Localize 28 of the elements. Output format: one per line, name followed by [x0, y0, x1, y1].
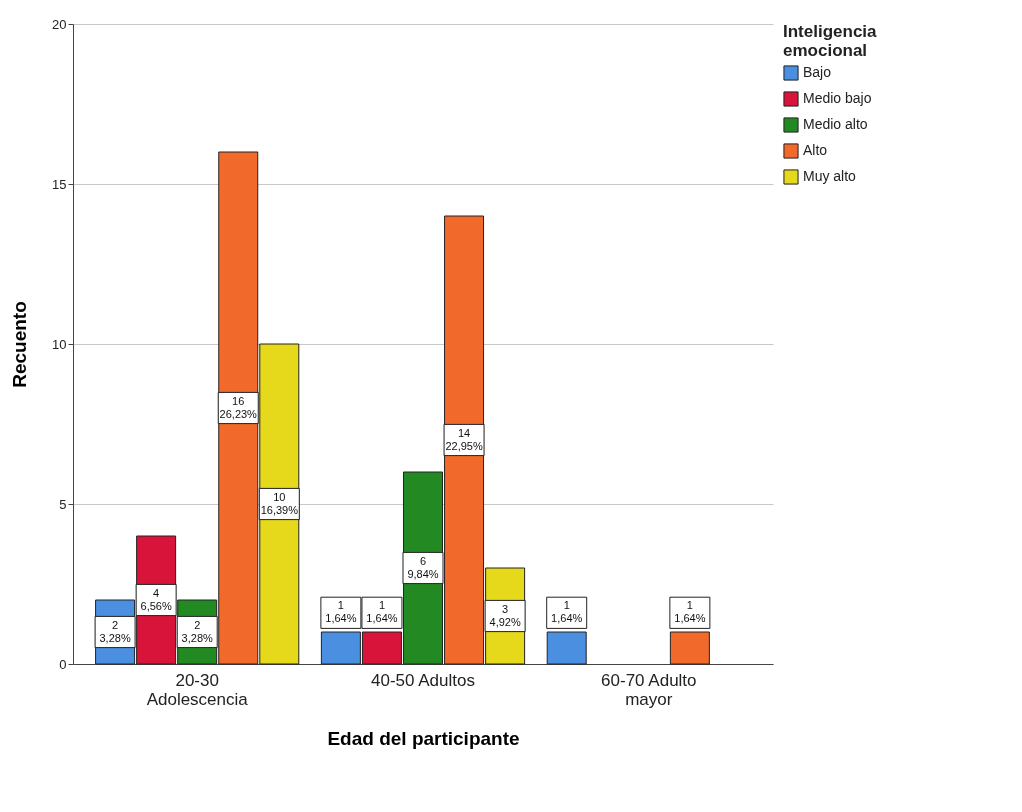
y-axis-title: Recuento	[9, 301, 31, 388]
legend-label: Muy alto	[803, 168, 857, 184]
x-tick-label: 20-30 Adolescencia	[146, 670, 249, 709]
x-tick-label: 40-50 Adultos	[371, 670, 475, 690]
data-label: 1 1,64%	[325, 599, 357, 625]
data-label: 1 1,64%	[674, 599, 706, 625]
legend-label: Bajo	[803, 64, 832, 80]
y-tick-label: 5	[59, 496, 67, 512]
data-label: 2 3,28%	[181, 618, 213, 644]
data-label: 1 1,64%	[551, 599, 583, 625]
legend-title: Inteligencia emocional	[783, 22, 878, 60]
data-label: 10 16,39%	[260, 490, 299, 516]
legend-label: Medio bajo	[803, 90, 872, 106]
data-label: 6 9,84%	[407, 554, 439, 580]
x-axis-title: Edad del participante	[327, 727, 520, 749]
y-tick-label: 15	[52, 176, 67, 192]
y-tick-label: 20	[52, 16, 67, 32]
data-label: 16 26,23%	[219, 394, 258, 420]
data-label: 4 6,56%	[140, 586, 172, 612]
data-label: 2 3,28%	[99, 618, 131, 644]
legend-label: Medio alto	[803, 116, 868, 132]
data-label: 3 4,92%	[489, 602, 521, 628]
legend-label: Alto	[803, 142, 828, 158]
data-label: 14 22,95%	[445, 426, 483, 452]
y-tick-label: 10	[52, 336, 67, 352]
x-tick-label: 60-70 Adulto mayor	[601, 670, 697, 709]
y-tick-label: 0	[59, 656, 67, 672]
data-label: 1 1,64%	[366, 599, 398, 625]
